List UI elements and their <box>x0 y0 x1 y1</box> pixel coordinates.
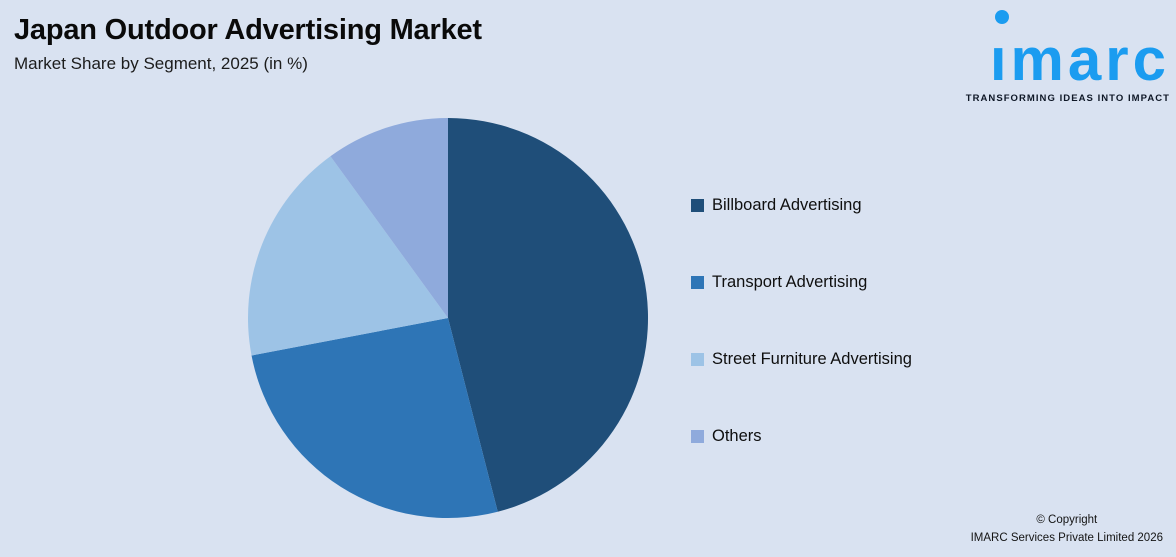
legend-label: Billboard Advertising <box>712 196 862 214</box>
pie-slice-billboard-advertising <box>448 118 649 512</box>
imarc-logo-dot-icon <box>994 10 1009 24</box>
pie-slice-others <box>330 118 448 318</box>
legend-label: Street Furniture Advertising <box>712 350 912 368</box>
imarc-wordmark-text: ımarc <box>989 26 1170 93</box>
page-title: Japan Outdoor Advertising Market <box>14 14 482 46</box>
imarc-wordmark: ımarc <box>990 6 1170 90</box>
imarc-tagline: TRANSFORMING IDEAS INTO IMPACT <box>965 93 1170 104</box>
copyright-line2: IMARC Services Private Limited 2026 <box>970 532 1163 545</box>
legend-label: Others <box>712 427 762 445</box>
copyright-line1: © Copyright <box>1036 514 1098 527</box>
chart-legend: Billboard Advertising Transport Advertis… <box>691 196 912 446</box>
legend-swatch-billboard-advertising <box>691 199 704 212</box>
header: Japan Outdoor Advertising Market Market … <box>14 14 482 74</box>
legend-swatch-transport-advertising <box>691 276 704 289</box>
legend-item-street-furniture-advertising: Street Furniture Advertising <box>691 350 912 369</box>
legend-swatch-street-furniture-advertising <box>691 353 704 366</box>
pie-chart <box>247 118 649 519</box>
legend-label: Transport Advertising <box>712 273 868 291</box>
legend-swatch-others <box>691 430 704 443</box>
pie-slice-transport-advertising <box>251 318 498 519</box>
legend-item-others: Others <box>691 427 912 446</box>
pie-slice-street-furniture-advertising <box>247 156 448 356</box>
legend-item-billboard-advertising: Billboard Advertising <box>691 196 912 215</box>
copyright-notice: © Copyright IMARC Services Private Limit… <box>971 512 1163 548</box>
imarc-logo: ımarc TRANSFORMING IDEAS INTO IMPACT <box>966 6 1170 104</box>
legend-item-transport-advertising: Transport Advertising <box>691 273 912 292</box>
page-subtitle: Market Share by Segment, 2025 (in %) <box>14 54 308 73</box>
